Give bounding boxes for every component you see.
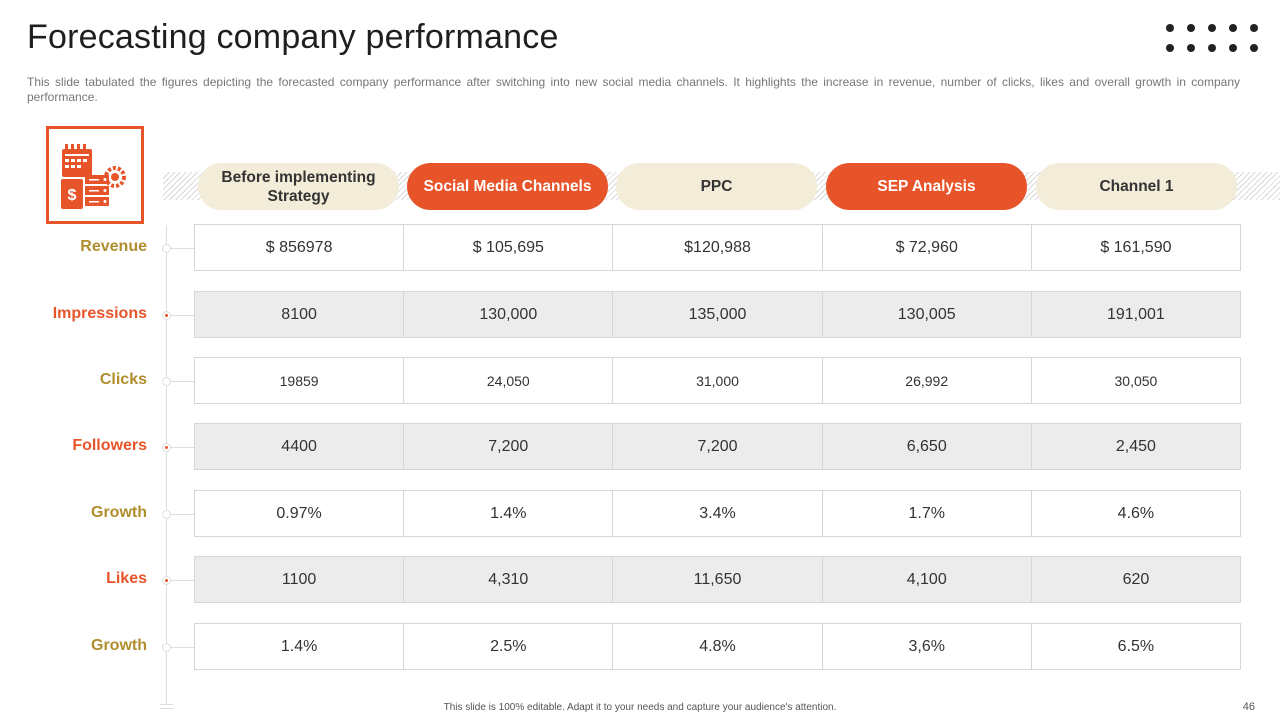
row-label-impressions: Impressions [52, 305, 147, 322]
table-row: 19859 24,050 31,000 26,992 30,050 [194, 357, 1241, 404]
table-cell: $ 856978 [195, 225, 405, 270]
row-label-revenue: Revenue [80, 238, 147, 255]
timeline-end [160, 708, 173, 709]
row-connector [166, 447, 194, 448]
row-connector [166, 315, 194, 316]
table-cell: 1.4% [404, 491, 614, 536]
table-cell: $ 105,695 [404, 225, 614, 270]
row-connector [166, 514, 194, 515]
column-header-ppc: PPC [616, 163, 817, 210]
row-label-growth: Growth [91, 504, 147, 521]
table-cell: 11,650 [613, 557, 823, 602]
table-cell: 31,000 [613, 358, 823, 403]
row-label-clicks: Clicks [99, 371, 147, 388]
table-cell: 26,992 [823, 358, 1032, 403]
table-row: 4400 7,200 7,200 6,650 2,450 [194, 423, 1241, 470]
timeline-marker [162, 576, 171, 585]
table-cell: 4400 [195, 424, 405, 469]
table-row: 1.4% 2.5% 4.8% 3,6% 6.5% [194, 623, 1241, 670]
slide-title: Forecasting company performance [27, 18, 559, 56]
timeline-marker [162, 244, 171, 253]
table-cell: 135,000 [613, 292, 823, 337]
table-row: 8100 130,000 135,000 130,005 191,001 [194, 291, 1241, 338]
table-cell: 8100 [195, 292, 405, 337]
column-header-channel-1: Channel 1 [1036, 163, 1237, 210]
row-label-likes: Likes [106, 570, 147, 587]
timeline-marker [162, 311, 171, 320]
row-connector [166, 381, 194, 382]
table-cell: 3.4% [613, 491, 823, 536]
table-cell: 130,005 [823, 292, 1032, 337]
table-cell: 2,450 [1115, 437, 1156, 455]
timeline-marker [162, 377, 171, 386]
table-cell: 4,100 [823, 557, 1032, 602]
table-cell: 6,650 [823, 424, 1032, 469]
page-number: 46 [1242, 701, 1255, 713]
table-cell: 191,001 [1106, 305, 1165, 323]
table-cell: 6.5% [1117, 637, 1155, 655]
table-cell: 1.4% [195, 624, 405, 669]
table-cell: 1100 [195, 557, 405, 602]
timeline-marker [162, 443, 171, 452]
column-header-before-strategy: Before implementing Strategy [198, 163, 399, 210]
table-cell: 4.8% [613, 624, 823, 669]
column-header-social-media: Social Media Channels [407, 163, 608, 210]
timeline-marker [162, 510, 171, 519]
slide-description: This slide tabulated the figures depicti… [27, 75, 1240, 104]
table-cell: 30,050 [1114, 372, 1158, 389]
table-cell: 620 [1122, 570, 1150, 588]
table-cell: 2.5% [404, 624, 614, 669]
table-row: 1100 4,310 11,650 4,100 620 [194, 556, 1241, 603]
timeline-line [166, 225, 167, 705]
row-connector [166, 248, 194, 249]
table-cell: 1.7% [823, 491, 1032, 536]
table-cell: 7,200 [613, 424, 823, 469]
table-cell: 19859 [195, 358, 405, 403]
table-cell: $ 161,590 [1100, 238, 1172, 256]
timeline-marker [162, 643, 171, 652]
table-cell: 7,200 [404, 424, 614, 469]
table-cell: $ 72,960 [823, 225, 1032, 270]
row-label-growth: Growth [91, 637, 147, 654]
finance-dashboard-icon: $ [46, 126, 144, 224]
svg-text:$: $ [68, 187, 77, 204]
column-header-sep-analysis: SEP Analysis [826, 163, 1027, 210]
row-label-followers: Followers [72, 437, 147, 454]
row-connector [166, 580, 194, 581]
table-cell: 3,6% [823, 624, 1032, 669]
table-row: $ 856978 $ 105,695 $120,988 $ 72,960 $ 161,5… [194, 224, 1241, 271]
table-cell: 24,050 [404, 358, 614, 403]
decorative-dots [1166, 24, 1258, 56]
table-cell: $120,988 [613, 225, 823, 270]
row-connector [166, 647, 194, 648]
table-cell: 4.6% [1117, 504, 1155, 522]
table-cell: 4,310 [404, 557, 614, 602]
table-row: 0.97% 1.4% 3.4% 1.7% 4.6% [194, 490, 1241, 537]
footer-note: This slide is 100% editable. Adapt it to… [443, 702, 837, 713]
table-cell: 0.97% [195, 491, 405, 536]
timeline-end [160, 704, 173, 705]
table-cell: 130,000 [404, 292, 614, 337]
